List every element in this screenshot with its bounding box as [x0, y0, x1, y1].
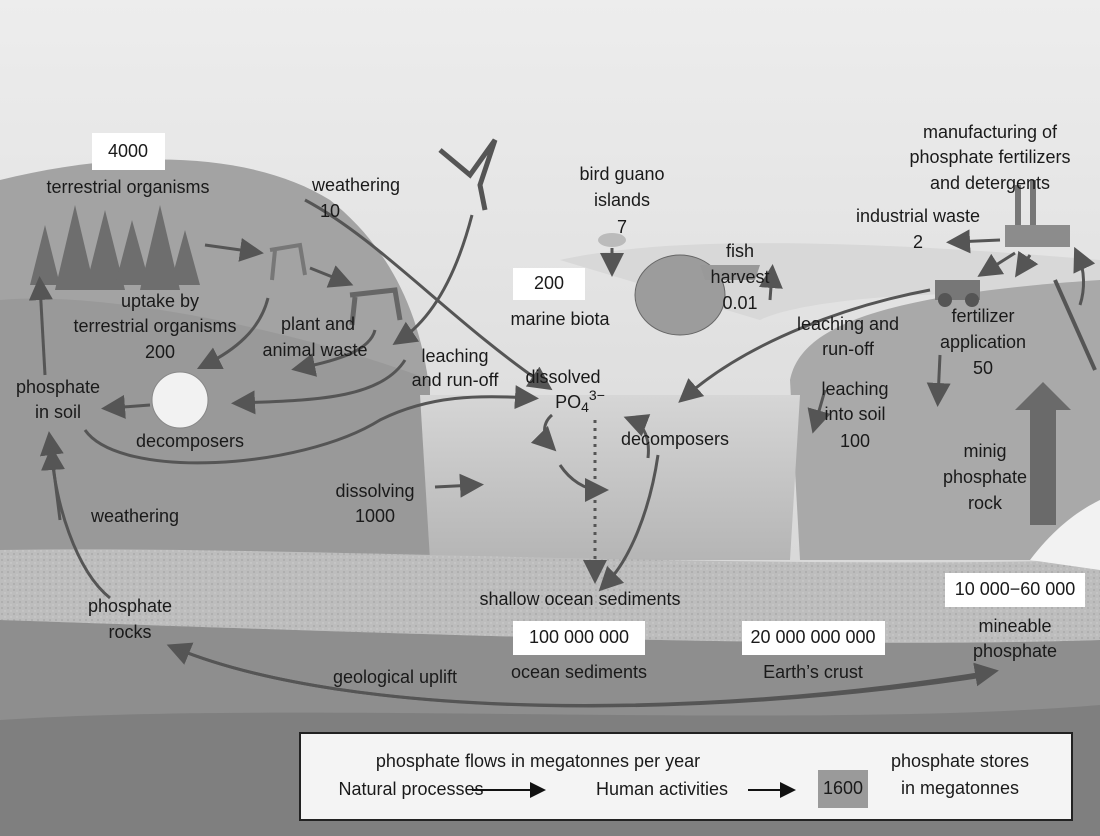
store-label: mineable: [978, 616, 1051, 636]
flow-value: 10: [320, 201, 340, 221]
process-label: phosphate: [88, 596, 172, 616]
store-value: 4000: [108, 141, 148, 161]
process-label: plant and: [281, 314, 355, 334]
process-label: decomposers: [136, 431, 244, 451]
legend-human: Human activities: [596, 779, 728, 799]
process-label: phosphate fertilizers: [909, 147, 1070, 167]
store-value: 100 000 000: [529, 627, 629, 647]
store-label: terrestrial organisms: [46, 177, 209, 197]
legend-store-label: phosphate stores: [891, 751, 1029, 771]
process-label: and detergents: [930, 173, 1050, 193]
store-label: phosphate: [973, 641, 1057, 661]
process-label: decomposers: [621, 429, 729, 449]
process-label: leaching and: [797, 314, 899, 334]
superscript: 3−: [589, 387, 605, 403]
process-label: and run-off: [412, 370, 500, 390]
subscript: 4: [581, 399, 589, 415]
store-label: ocean sediments: [511, 662, 647, 682]
store-label: Earth’s crust: [763, 662, 863, 682]
flow-label: terrestrial organisms: [73, 316, 236, 336]
process-label: weathering: [90, 506, 179, 526]
process-label: leaching: [421, 346, 488, 366]
legend: phosphate flows in megatonnes per year N…: [300, 733, 1072, 820]
process-label: phosphate: [943, 467, 1027, 487]
process-label: in soil: [35, 402, 81, 422]
phosphorus-cycle: 4000 terrestrial organisms 200 marine bi…: [0, 0, 1100, 836]
process-label: rock: [968, 493, 1003, 513]
store-value: 200: [534, 273, 564, 293]
process-label: phosphate: [16, 377, 100, 397]
process-label: manufacturing of: [923, 122, 1058, 142]
process-label: shallow ocean sediments: [479, 589, 680, 609]
process-label: minig: [963, 441, 1006, 461]
process-label: geological uplift: [333, 667, 457, 687]
flow-value: 1000: [355, 506, 395, 526]
dissolved-label: dissolved: [525, 367, 600, 387]
flow-label: weathering: [311, 175, 400, 195]
process-label: animal waste: [262, 340, 367, 360]
store-value: 20 000 000 000: [750, 627, 875, 647]
flow-label: industrial waste: [856, 206, 980, 226]
flow-value: 7: [617, 217, 627, 237]
store-label: marine biota: [510, 309, 610, 329]
flow-label: fish: [726, 241, 754, 261]
flow-label: dissolving: [335, 481, 414, 501]
flow-label: leaching: [821, 379, 888, 399]
formula: PO: [555, 392, 581, 412]
legend-store-label: in megatonnes: [901, 778, 1019, 798]
flow-label: into soil: [824, 404, 885, 424]
flow-value: 50: [973, 358, 993, 378]
flow-label: bird guano: [579, 164, 664, 184]
flow-label: harvest: [710, 267, 769, 287]
flow-label: islands: [594, 190, 650, 210]
flow-value: 100: [840, 431, 870, 451]
flow-value: 0.01: [722, 293, 757, 313]
flow-label: uptake by: [121, 291, 199, 311]
process-label: run-off: [822, 339, 875, 359]
flow-value: 200: [145, 342, 175, 362]
process-label: rocks: [108, 622, 151, 642]
store-value: 10 000−60 000: [955, 579, 1076, 599]
legend-store-example: 1600: [823, 778, 863, 798]
legend-heading: phosphate flows in megatonnes per year: [376, 751, 700, 771]
flow-label: application: [940, 332, 1026, 352]
legend-natural: Natural processes: [338, 779, 483, 799]
flow-label: fertilizer: [951, 306, 1014, 326]
flow-value: 2: [913, 232, 923, 252]
